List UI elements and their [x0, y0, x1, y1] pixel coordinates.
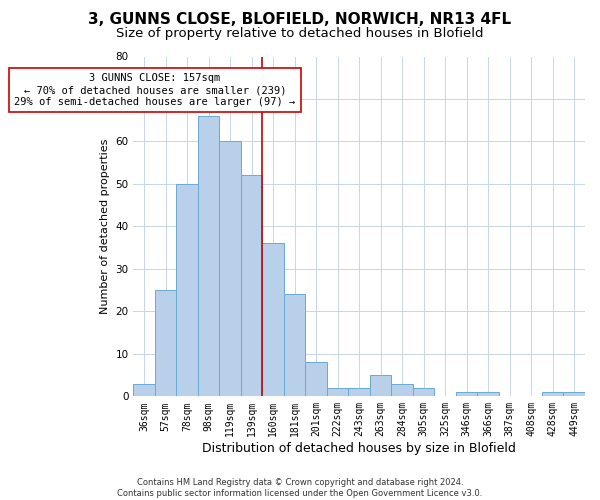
Bar	[220, 142, 241, 396]
Bar	[542, 392, 563, 396]
Bar	[391, 384, 413, 396]
X-axis label: Distribution of detached houses by size in Blofield: Distribution of detached houses by size …	[202, 442, 516, 455]
Bar	[563, 392, 585, 396]
Y-axis label: Number of detached properties: Number of detached properties	[100, 138, 110, 314]
Bar	[284, 294, 305, 396]
Bar	[370, 375, 391, 396]
Bar	[478, 392, 499, 396]
Bar	[456, 392, 478, 396]
Bar	[133, 384, 155, 396]
Text: 3, GUNNS CLOSE, BLOFIELD, NORWICH, NR13 4FL: 3, GUNNS CLOSE, BLOFIELD, NORWICH, NR13 …	[88, 12, 512, 28]
Text: Size of property relative to detached houses in Blofield: Size of property relative to detached ho…	[116, 28, 484, 40]
Text: 3 GUNNS CLOSE: 157sqm
← 70% of detached houses are smaller (239)
29% of semi-det: 3 GUNNS CLOSE: 157sqm ← 70% of detached …	[14, 74, 296, 106]
Bar	[262, 244, 284, 396]
Bar	[176, 184, 198, 396]
Bar	[155, 290, 176, 397]
Bar	[349, 388, 370, 396]
Bar	[305, 362, 327, 396]
Bar	[241, 176, 262, 396]
Bar	[327, 388, 349, 396]
Text: Contains HM Land Registry data © Crown copyright and database right 2024.
Contai: Contains HM Land Registry data © Crown c…	[118, 478, 482, 498]
Bar	[413, 388, 434, 396]
Bar	[198, 116, 220, 396]
